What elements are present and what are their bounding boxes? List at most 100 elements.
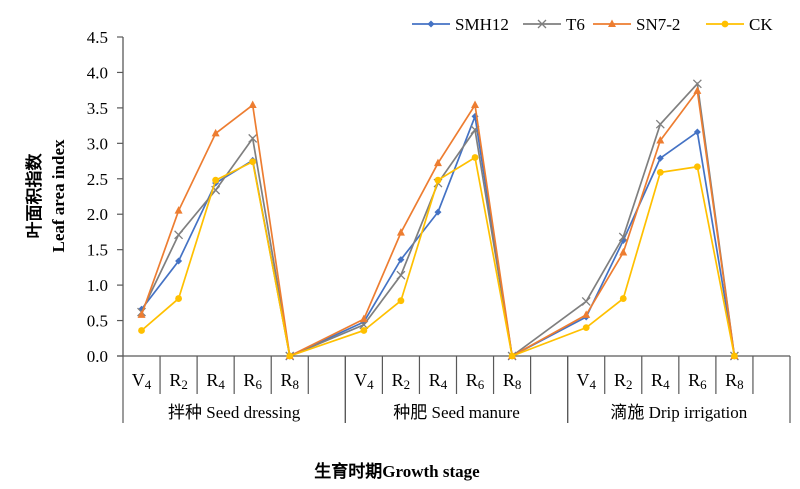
group-label: 种肥 Seed manure (393, 403, 520, 422)
axes (117, 36, 791, 423)
circle-marker (360, 327, 368, 334)
category-label: R4 (651, 370, 670, 392)
stage-subscript: 2 (404, 377, 411, 392)
circle-marker (693, 163, 701, 171)
stage-letter: R (392, 370, 404, 390)
stage-letter: V (354, 370, 367, 390)
circle-marker (249, 158, 257, 166)
stage-subscript: 8 (515, 377, 522, 392)
y-tick-label: 2.0 (87, 205, 108, 224)
x-marker (618, 232, 628, 242)
legend-label: CK (749, 15, 773, 34)
category-label: R6 (688, 370, 707, 392)
stage-subscript: 6 (255, 377, 262, 392)
stage-letter: R (243, 370, 255, 390)
legend-label: SMH12 (455, 15, 509, 34)
legend-label: SN7-2 (636, 15, 680, 34)
category-label: R2 (392, 370, 411, 392)
diamond-marker (427, 20, 435, 28)
category-label: R2 (614, 370, 633, 392)
triangle-marker (359, 314, 368, 323)
stage-subscript: 6 (700, 377, 707, 392)
category-label: V4 (354, 370, 374, 392)
x-marker (581, 296, 591, 306)
diamond-marker (397, 256, 405, 264)
category-label: R6 (243, 370, 262, 392)
category-label: V4 (576, 370, 596, 392)
circle-marker (508, 352, 516, 360)
triangle-marker (433, 158, 442, 167)
triangle-marker (582, 310, 591, 318)
circle-marker (731, 352, 738, 360)
category-label: R4 (429, 370, 448, 392)
diamond-marker (656, 154, 664, 162)
triangle-marker (174, 206, 183, 214)
stage-letter: R (429, 370, 441, 390)
circle-marker (471, 154, 479, 161)
x-marker (174, 230, 184, 240)
stage-letter: V (576, 370, 589, 390)
triangle-marker (656, 135, 665, 144)
group-label: 滴施 Drip irrigation (610, 403, 747, 422)
diamond-marker (175, 257, 183, 265)
stage-subscript: 4 (589, 377, 596, 392)
stage-subscript: 6 (478, 377, 485, 392)
stage-letter: R (169, 370, 181, 390)
y-tick-labels: 0.0 0.5 1.0 1.5 2.0 2.5 3.0 3.5 4.0 4.5 (87, 28, 108, 366)
legend-item-sn7-2: SN7-2 (593, 15, 680, 34)
y-tick-label: 1.5 (87, 241, 108, 260)
diamond-marker (693, 128, 701, 136)
stage-letter: R (614, 370, 626, 390)
stage-subscript: 4 (145, 377, 152, 392)
circle-marker (656, 168, 664, 176)
series-line (140, 113, 736, 358)
stage-subscript: 8 (737, 377, 744, 392)
stage-letter: V (132, 370, 145, 390)
triangle-marker (608, 19, 616, 27)
stage-subscript: 4 (367, 377, 374, 392)
y-tick-label: 0.0 (87, 347, 108, 366)
stage-letter: R (688, 370, 700, 390)
stage-subscript: 4 (218, 377, 225, 392)
triangle-marker (248, 100, 257, 109)
legend-item-t6: T6 (523, 15, 585, 34)
series-ck (138, 154, 738, 360)
x-axis-title: 生育时期Growth stage (314, 461, 480, 481)
series-lines (137, 79, 739, 361)
legend: SMH12 T6 SN7-2 CK (412, 15, 773, 34)
axis-titles: 叶面积指数 Leaf area index 生育时期Growth stage (24, 139, 480, 481)
legend-label: T6 (566, 15, 585, 34)
category-label: R8 (280, 370, 299, 392)
triangle-marker (137, 310, 146, 318)
y-tick-label: 3.0 (87, 134, 108, 153)
triangle-marker (211, 128, 220, 137)
series-sn7-2 (137, 86, 739, 359)
diamond-marker (434, 208, 442, 216)
legend-item-smh12: SMH12 (412, 15, 509, 34)
y-tick-label: 1.0 (87, 276, 108, 295)
y-axis-title-en: Leaf area index (49, 139, 68, 253)
y-axis-title-cn: 叶面积指数 (24, 153, 44, 239)
x-marker (655, 119, 665, 129)
x-marker (248, 133, 258, 143)
stage-letter: R (725, 370, 737, 390)
circle-marker (286, 352, 294, 360)
stage-subscript: 4 (441, 377, 448, 392)
x-marker (692, 79, 702, 89)
y-tick-label: 4.5 (87, 28, 108, 47)
stage-letter: R (651, 370, 663, 390)
category-label: R4 (206, 370, 225, 392)
stage-letter: R (503, 370, 515, 390)
circle-marker (619, 295, 627, 302)
stage-letter: R (466, 370, 478, 390)
stage-subscript: 8 (293, 377, 300, 392)
circle-marker (721, 20, 729, 28)
y-tick-label: 4.0 (87, 63, 108, 82)
triangle-marker (396, 228, 405, 236)
triangle-marker (693, 86, 702, 94)
y-tick-label: 2.5 (87, 170, 108, 189)
triangle-marker (471, 100, 480, 109)
circle-marker (582, 324, 590, 332)
